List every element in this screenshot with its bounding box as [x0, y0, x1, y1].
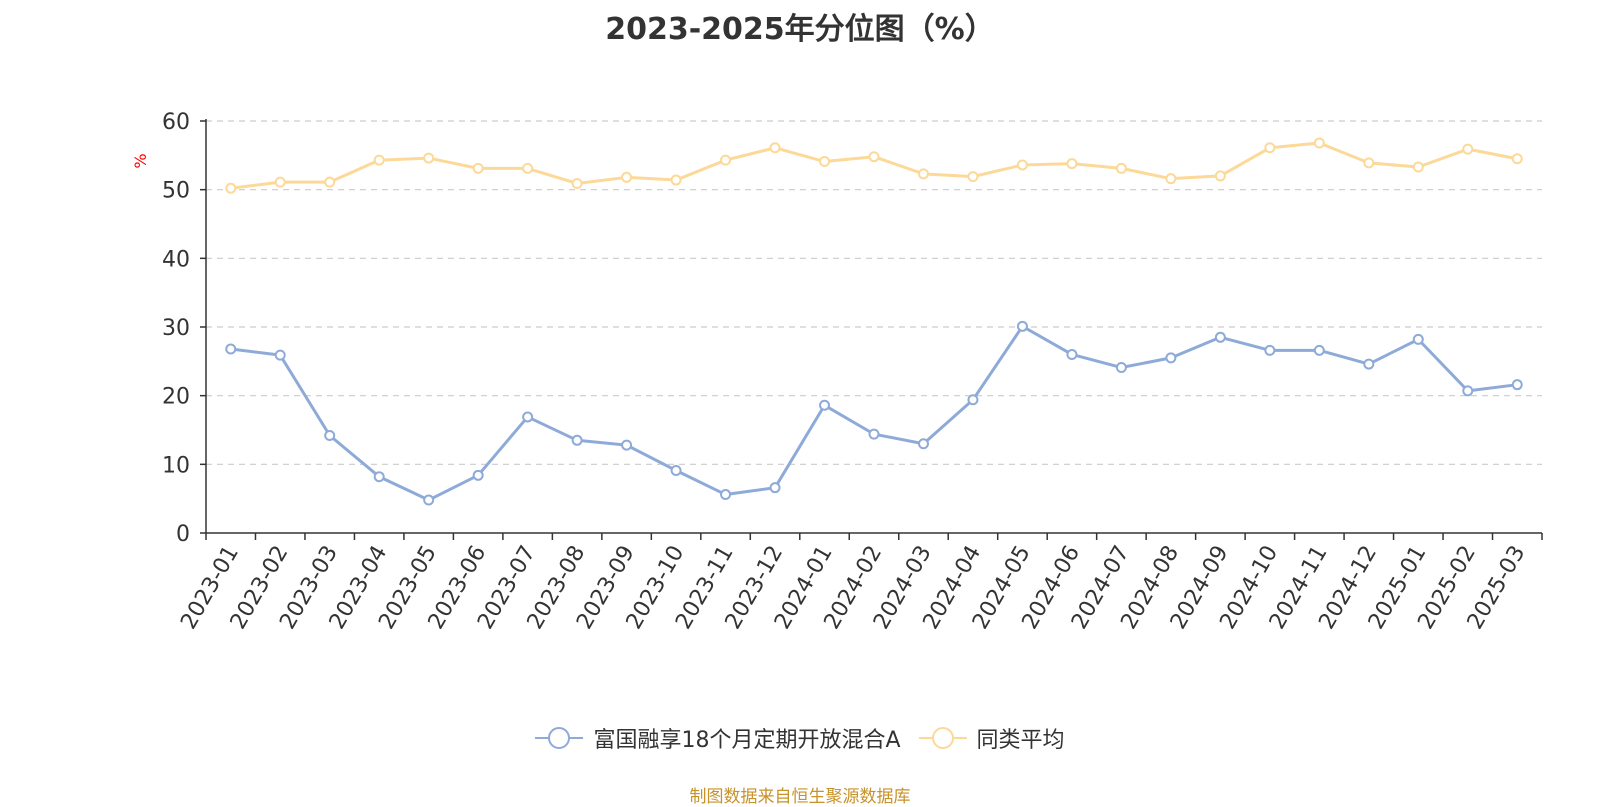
legend-item-average[interactable]: 同类平均: [918, 722, 1065, 754]
data-point[interactable]: [423, 152, 435, 164]
legend-item-fund[interactable]: 富国融享18个月定期开放混合A: [535, 722, 901, 754]
data-point[interactable]: [967, 394, 979, 406]
data-point[interactable]: [1115, 162, 1127, 174]
legend-label-average: 同类平均: [976, 728, 1065, 753]
data-point[interactable]: [1363, 157, 1375, 169]
grid-lines: [206, 120, 1542, 465]
data-point[interactable]: [769, 482, 781, 494]
data-point[interactable]: [274, 349, 286, 361]
data-point[interactable]: [868, 151, 880, 163]
data-point[interactable]: [1363, 358, 1375, 370]
data-point[interactable]: [571, 434, 583, 446]
data-point[interactable]: [274, 176, 286, 188]
data-point[interactable]: [1165, 173, 1177, 185]
data-point[interactable]: [1412, 161, 1424, 173]
legend: 富国融享18个月定期开放混合A 同类平均: [0, 722, 1600, 754]
data-point[interactable]: [720, 154, 732, 166]
data-point[interactable]: [819, 156, 831, 168]
data-point[interactable]: [1511, 379, 1523, 391]
data-point[interactable]: [819, 399, 831, 411]
data-point[interactable]: [571, 177, 583, 189]
data-point[interactable]: [1066, 158, 1078, 170]
y-tick-label: 60: [162, 110, 190, 135]
data-point[interactable]: [472, 162, 484, 174]
axes: 01020304050602023-012023-022023-032023-0…: [162, 110, 1543, 634]
y-tick-label: 40: [162, 247, 190, 272]
data-point[interactable]: [1016, 320, 1028, 332]
y-tick-label: 0: [176, 522, 190, 547]
data-point[interactable]: [1462, 143, 1474, 155]
data-point[interactable]: [1462, 385, 1474, 397]
data-point[interactable]: [917, 168, 929, 180]
data-point[interactable]: [1412, 333, 1424, 345]
data-point[interactable]: [1511, 153, 1523, 165]
data-point[interactable]: [522, 162, 534, 174]
data-point[interactable]: [670, 174, 682, 186]
data-point[interactable]: [225, 182, 237, 194]
data-point[interactable]: [225, 343, 237, 355]
data-point[interactable]: [621, 171, 633, 183]
data-point[interactable]: [1214, 170, 1226, 182]
data-point[interactable]: [373, 471, 385, 483]
data-point[interactable]: [1066, 348, 1078, 360]
data-point[interactable]: [720, 489, 732, 501]
legend-label-fund: 富国融享18个月定期开放混合A: [593, 728, 901, 753]
data-point[interactable]: [1264, 142, 1276, 154]
chart-title: 2023-2025年分位图（%）: [605, 12, 995, 47]
data-point[interactable]: [1264, 344, 1276, 356]
data-point[interactable]: [1313, 137, 1325, 149]
data-point[interactable]: [423, 494, 435, 506]
data-point[interactable]: [472, 469, 484, 481]
data-point[interactable]: [324, 429, 336, 441]
y-tick-label: 20: [162, 385, 190, 410]
data-point[interactable]: [522, 411, 534, 423]
data-point[interactable]: [917, 438, 929, 450]
data-point[interactable]: [324, 176, 336, 188]
data-source-note: 制图数据来自恒生聚源数据库: [689, 787, 911, 807]
data-point[interactable]: [967, 171, 979, 183]
data-point[interactable]: [1115, 362, 1127, 374]
data-point[interactable]: [769, 142, 781, 154]
data-point[interactable]: [1165, 352, 1177, 364]
data-point[interactable]: [621, 439, 633, 451]
y-axis-label: %: [131, 153, 150, 168]
data-point[interactable]: [1313, 344, 1325, 356]
data-point[interactable]: [1214, 331, 1226, 343]
data-point[interactable]: [1016, 159, 1028, 171]
data-point[interactable]: [868, 428, 880, 440]
y-tick-label: 50: [162, 179, 190, 204]
series-lines: [225, 137, 1523, 506]
y-tick-label: 10: [162, 453, 190, 478]
legend-marker-average-icon: [918, 727, 967, 749]
data-point[interactable]: [373, 154, 385, 166]
data-point[interactable]: [670, 465, 682, 477]
y-tick-label: 30: [162, 316, 190, 341]
series-line-1: [230, 141, 1518, 190]
legend-marker-fund-icon: [535, 727, 584, 749]
